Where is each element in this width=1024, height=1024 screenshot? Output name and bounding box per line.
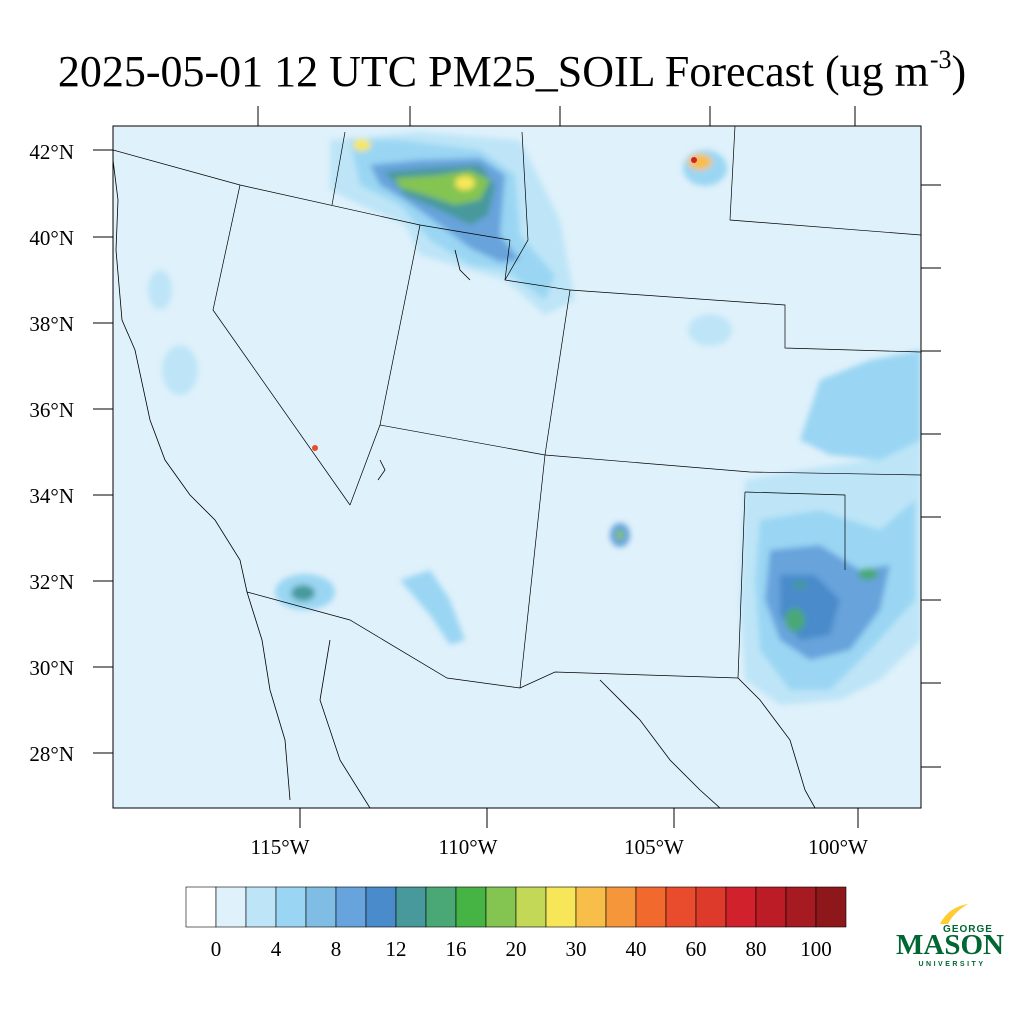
lat-label-30: 30°N bbox=[29, 656, 74, 680]
contour-nv bbox=[148, 270, 172, 310]
lat-label-40: 40°N bbox=[29, 226, 74, 250]
hotspot-nevada bbox=[312, 445, 318, 451]
pm25-contours bbox=[113, 126, 921, 808]
colorbar-label-1: 4 bbox=[271, 937, 282, 961]
colorbar-label-3: 12 bbox=[386, 937, 407, 961]
colorbar-swatch-16 bbox=[665, 886, 697, 928]
contour-ca bbox=[162, 345, 198, 395]
lon-label-110: 110°W bbox=[439, 835, 498, 859]
colorbar-label-0: 0 bbox=[211, 937, 222, 961]
colorbar-swatch-6 bbox=[365, 886, 397, 928]
contour-nebraska-mid bbox=[688, 154, 712, 170]
coastlines bbox=[113, 159, 816, 808]
lat-label-38: 38°N bbox=[29, 312, 74, 336]
gmu-logo: GEORGE MASON UNIVERSITY bbox=[896, 904, 1004, 968]
colorbar-swatch-20 bbox=[785, 886, 817, 928]
logo-bottom: UNIVERSITY bbox=[918, 961, 985, 968]
lat-label-34: 34°N bbox=[29, 484, 74, 508]
colorbar-swatch-2 bbox=[245, 886, 277, 928]
colorbar-swatch-8 bbox=[425, 886, 457, 928]
lon-label-115: 115°W bbox=[251, 835, 310, 859]
logo-flame bbox=[940, 904, 968, 924]
contour-yuma-mid bbox=[291, 585, 315, 601]
map-frame bbox=[112, 125, 922, 809]
colorbar bbox=[185, 886, 847, 928]
colorbar-label-7: 40 bbox=[626, 937, 647, 961]
colorbar-label-6: 30 bbox=[566, 937, 587, 961]
colorbar-swatch-12 bbox=[545, 886, 577, 928]
colorbar-swatch-7 bbox=[395, 886, 427, 928]
hotspot-wyoming bbox=[455, 176, 475, 190]
hotspot-texas bbox=[785, 608, 805, 632]
longitude-labels: 115°W 110°W 105°W 100°W bbox=[251, 835, 869, 859]
colorbar-swatch-1 bbox=[215, 886, 247, 928]
colorbar-swatch-9 bbox=[455, 886, 487, 928]
colorbar-swatch-15 bbox=[635, 886, 667, 928]
map-title-main: 2025-05-01 12 UTC PM25_SOIL Forecast (ug… bbox=[57, 47, 929, 96]
colorbar-swatch-3 bbox=[275, 886, 307, 928]
colorbar-swatch-4 bbox=[305, 886, 337, 928]
colorbar-labels: 0 4 8 12 16 20 30 40 60 80 100 bbox=[211, 937, 832, 961]
colorbar-swatch-19 bbox=[755, 886, 787, 928]
hotspot-nebraska bbox=[691, 157, 697, 163]
hotspot-idaho bbox=[353, 139, 371, 151]
logo-top: GEORGE bbox=[943, 924, 993, 935]
map-title: 2025-05-01 12 UTC PM25_SOIL Forecast (ug… bbox=[0, 30, 1024, 102]
lat-label-36: 36°N bbox=[29, 398, 74, 422]
colorbar-label-5: 20 bbox=[506, 937, 527, 961]
lon-label-105: 105°W bbox=[624, 835, 684, 859]
map-title-superscript: -3 bbox=[929, 45, 952, 74]
colorbar-swatch-0 bbox=[185, 886, 217, 928]
lon-label-100: 100°W bbox=[808, 835, 868, 859]
contour-sonora bbox=[400, 570, 465, 645]
hotspot-nm bbox=[616, 530, 624, 540]
colorbar-swatch-14 bbox=[605, 886, 637, 928]
colorbar-swatch-5 bbox=[335, 886, 367, 928]
contour-oklahoma bbox=[800, 350, 921, 460]
colorbar-swatch-21 bbox=[815, 886, 847, 928]
logo-main: MASON bbox=[896, 929, 1004, 961]
colorbar-label-2: 8 bbox=[331, 937, 342, 961]
colorbar-swatch-11 bbox=[515, 886, 547, 928]
colorbar-swatch-18 bbox=[725, 886, 757, 928]
colorbar-label-4: 16 bbox=[446, 937, 467, 961]
latitude-labels: 42°N 40°N 38°N 36°N 34°N 32°N 30°N 28°N bbox=[29, 140, 74, 766]
hotspot-oklahoma bbox=[858, 568, 878, 580]
contour-co bbox=[688, 314, 732, 346]
lat-label-42: 42°N bbox=[29, 140, 74, 164]
lat-label-32: 32°N bbox=[29, 570, 74, 594]
map-title-close: ) bbox=[951, 47, 967, 96]
colorbar-label-10: 100 bbox=[800, 937, 832, 961]
colorbar-label-8: 60 bbox=[686, 937, 707, 961]
colorbar-swatch-10 bbox=[485, 886, 517, 928]
lat-label-28: 28°N bbox=[29, 742, 74, 766]
axis-ticks bbox=[93, 106, 941, 828]
colorbar-swatch-17 bbox=[695, 886, 727, 928]
hotspot-texas-north bbox=[794, 580, 806, 590]
colorbar-label-9: 80 bbox=[746, 937, 767, 961]
colorbar-swatch-13 bbox=[575, 886, 607, 928]
